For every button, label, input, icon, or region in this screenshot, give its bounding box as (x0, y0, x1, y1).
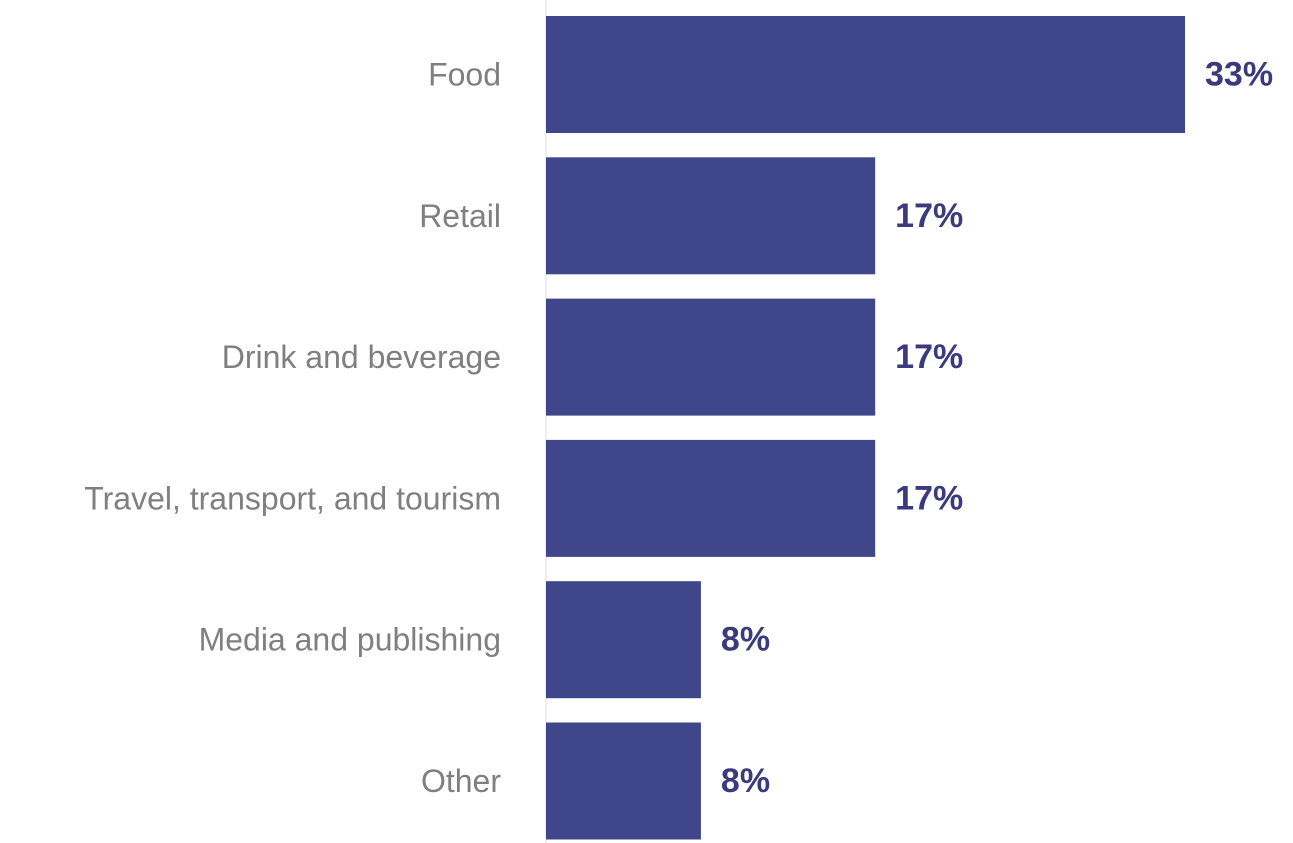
bar-5 (546, 722, 701, 840)
value-labels: 33% 17% 17% 17% 8% 8% (721, 56, 1273, 801)
category-label-1: Retail (419, 198, 501, 234)
value-label-2: 17% (895, 338, 963, 376)
bar-2 (546, 298, 876, 416)
bar-1 (546, 157, 876, 275)
value-label-4: 8% (721, 621, 770, 659)
value-label-3: 17% (895, 479, 963, 517)
bar-4 (546, 581, 701, 699)
bar-3 (546, 439, 876, 557)
value-label-0: 33% (1205, 56, 1273, 94)
bar-0 (546, 16, 1185, 133)
value-label-5: 8% (721, 762, 770, 800)
category-label-0: Food (428, 57, 501, 93)
bars-group (546, 16, 1185, 840)
category-label-4: Media and publishing (199, 622, 501, 658)
value-label-1: 17% (895, 197, 963, 235)
category-label-5: Other (421, 763, 501, 799)
category-label-2: Drink and beverage (222, 339, 501, 375)
category-label-3: Travel, transport, and tourism (84, 480, 501, 516)
category-labels: Food Retail Drink and beverage Travel, tran… (84, 57, 501, 800)
